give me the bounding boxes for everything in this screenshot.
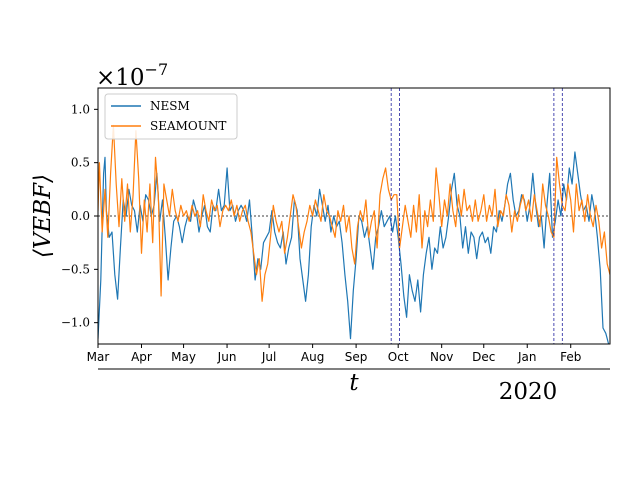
x-tick-label-nov: Nov [430, 350, 453, 364]
series-line-seamount [98, 124, 610, 302]
legend-label-seamount: SEAMOUNT [150, 119, 226, 133]
x-tick-label-may: May [171, 350, 196, 364]
x-axis-label: t [349, 370, 359, 396]
legend-label-nesm: NESM [150, 99, 190, 113]
y-tick-label-4: 1.0 [71, 102, 90, 116]
y-tick-label-0: −1.0 [61, 316, 90, 330]
x-tick-label-apr: Apr [131, 350, 152, 364]
legend: NESM SEAMOUNT [104, 93, 238, 140]
x-tick-label-dec: Dec [472, 350, 495, 364]
x-tick-label-feb: Feb [560, 350, 581, 364]
x-tick-label-sep: Sep [345, 350, 368, 364]
x-tick-label-jul: Jul [261, 350, 276, 364]
y-multiplier: ×10−7 [96, 60, 168, 91]
year-label: 2020 [499, 379, 558, 405]
x-tick-label-jun: Jun [217, 350, 237, 364]
y-axis-label: ⟨VEBF⟩ [30, 174, 56, 258]
x-tick-label-oct: Oct [388, 350, 409, 364]
series-line-nesm [98, 151, 610, 344]
x-tick-label-jan: Jan [517, 350, 537, 364]
y-tick-label-1: −0.5 [61, 262, 90, 276]
series-group [98, 124, 610, 344]
y-tick-label-2: 0.0 [71, 209, 90, 223]
plot-area: −1.0 −0.5 0.0 0.5 1.0 Mar Apr May Jun Jul Aug Sep Oc… [61, 87, 611, 364]
x-tick-label-aug: Aug [301, 350, 324, 364]
x-tick-label-mar: Mar [87, 350, 110, 364]
y-tick-label-3: 0.5 [71, 156, 90, 170]
